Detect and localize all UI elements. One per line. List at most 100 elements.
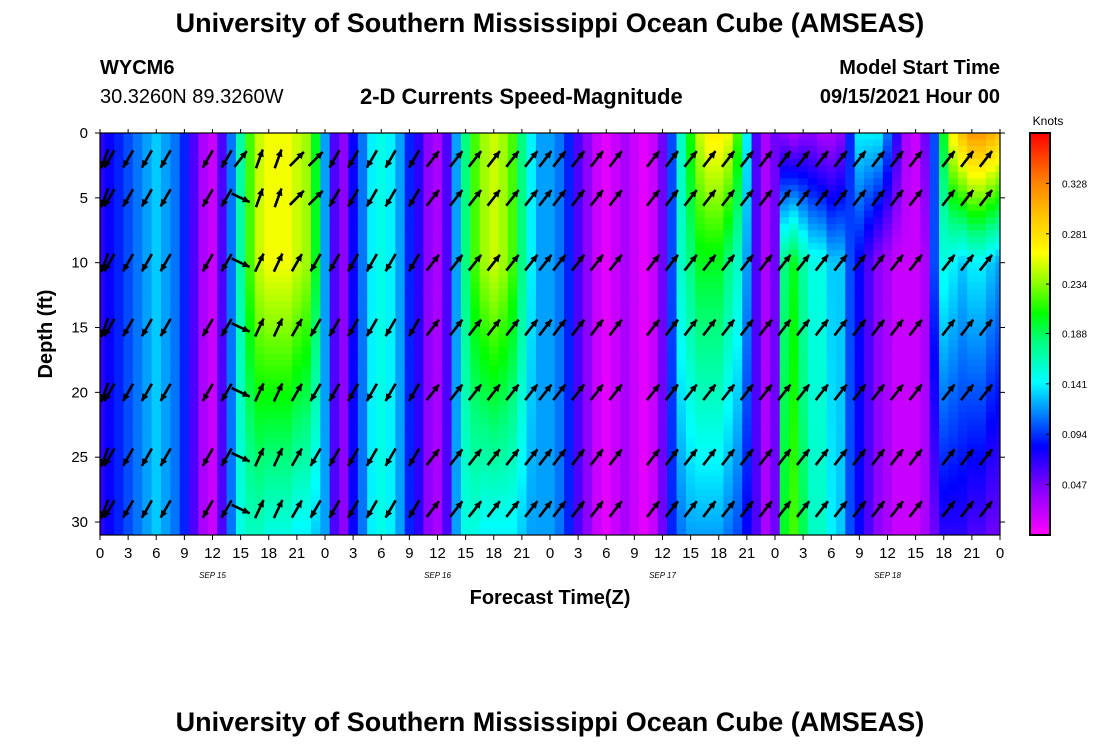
- heatmap-cell: [826, 210, 837, 218]
- heatmap-cell: [170, 411, 181, 419]
- heatmap-cell: [282, 269, 293, 277]
- heatmap-cell: [798, 139, 809, 147]
- heatmap-cell: [742, 444, 753, 452]
- heatmap-cell: [414, 444, 425, 452]
- heatmap-cell: [207, 359, 218, 368]
- heatmap-cell: [620, 346, 631, 355]
- heatmap-cell: [517, 522, 528, 530]
- heatmap-cell: [179, 191, 190, 199]
- heatmap-cell: [151, 223, 162, 231]
- heatmap-cell: [254, 470, 265, 478]
- heatmap-cell: [442, 217, 453, 225]
- heatmap-cell: [657, 158, 668, 167]
- heatmap-cell: [207, 210, 218, 218]
- heatmap-cell: [114, 392, 125, 400]
- heatmap-cell: [104, 139, 115, 147]
- heatmap-cell: [789, 236, 800, 244]
- heatmap-cell: [207, 282, 218, 290]
- heatmap-cell: [217, 191, 228, 199]
- heatmap-cell: [817, 262, 828, 270]
- heatmap-cell: [198, 372, 209, 380]
- heatmap-cell: [245, 437, 256, 445]
- heatmap-cell: [376, 424, 387, 432]
- heatmap-cell: [685, 178, 696, 186]
- heatmap-cell: [104, 398, 115, 406]
- heatmap-cell: [517, 359, 528, 368]
- heatmap-cell: [460, 249, 471, 257]
- heatmap-cell: [732, 249, 743, 257]
- heatmap-cell: [676, 158, 687, 167]
- heatmap-cell: [395, 379, 406, 387]
- heatmap-cell: [470, 502, 481, 510]
- heatmap-cell: [535, 197, 546, 205]
- heatmap-cell: [489, 483, 500, 491]
- heatmap-cell: [723, 262, 734, 270]
- heatmap-cell: [789, 418, 800, 426]
- heatmap-cell: [179, 204, 190, 212]
- heatmap-cell: [357, 165, 368, 173]
- heatmap-cell: [273, 282, 284, 290]
- heatmap-cell: [535, 515, 546, 523]
- heatmap-cell: [667, 366, 678, 374]
- heatmap-cell: [648, 418, 659, 426]
- heatmap-cell: [704, 171, 715, 179]
- heatmap-cell: [742, 379, 753, 387]
- heatmap-cell: [348, 470, 359, 478]
- heatmap-cell: [189, 444, 200, 452]
- heatmap-cell: [451, 204, 462, 212]
- heatmap-cell: [592, 314, 603, 322]
- heatmap-cell: [254, 522, 265, 530]
- heatmap-cell: [592, 321, 603, 329]
- heatmap-cell: [245, 398, 256, 406]
- heatmap-cell: [535, 418, 546, 426]
- heatmap-cell: [620, 463, 631, 471]
- heatmap-cell: [723, 145, 734, 154]
- heatmap-cell: [207, 158, 218, 167]
- heatmap-cell: [601, 275, 612, 283]
- heatmap-cell: [817, 483, 828, 491]
- heatmap-cell: [404, 275, 415, 283]
- heatmap-cell: [414, 502, 425, 510]
- heatmap-cell: [582, 139, 593, 147]
- heatmap-cell: [160, 528, 171, 535]
- heatmap-cell: [742, 327, 753, 335]
- heatmap-cell: [385, 522, 396, 530]
- heatmap-cell: [292, 133, 303, 141]
- heatmap-cell: [554, 340, 565, 348]
- heatmap-cell: [367, 314, 378, 322]
- heatmap-cell: [742, 275, 753, 283]
- heatmap-cell: [282, 444, 293, 452]
- heatmap-cell: [235, 431, 246, 439]
- heatmap-cell: [760, 249, 771, 257]
- heatmap-cell: [704, 282, 715, 290]
- heatmap-cell: [676, 249, 687, 257]
- heatmap-cell: [301, 288, 312, 296]
- heatmap-cell: [592, 424, 603, 432]
- heatmap-cell: [807, 340, 818, 348]
- heatmap-cell: [526, 509, 537, 517]
- heatmap-cell: [648, 236, 659, 244]
- heatmap-cell: [207, 249, 218, 257]
- heatmap-cell: [395, 152, 406, 160]
- heatmap-cell: [160, 366, 171, 374]
- heatmap-cell: [329, 359, 340, 368]
- heatmap-cell: [779, 327, 790, 335]
- heatmap-cell: [423, 191, 434, 199]
- heatmap-cell: [564, 145, 575, 154]
- heatmap-cell: [639, 145, 650, 154]
- heatmap-cell: [676, 340, 687, 348]
- heatmap-cell: [751, 515, 762, 523]
- heatmap-cell: [826, 444, 837, 452]
- heatmap-cell: [414, 340, 425, 348]
- heatmap-cell: [732, 431, 743, 439]
- heatmap-cell: [357, 457, 368, 465]
- heatmap-cell: [573, 314, 584, 322]
- heatmap-cell: [789, 509, 800, 517]
- heatmap-cell: [320, 470, 331, 478]
- heatmap-cell: [601, 359, 612, 368]
- heatmap-cell: [610, 457, 621, 465]
- heatmap-cell: [545, 437, 556, 445]
- heatmap-cell: [835, 256, 846, 264]
- heatmap-cell: [432, 243, 443, 251]
- heatmap-cell: [779, 288, 790, 296]
